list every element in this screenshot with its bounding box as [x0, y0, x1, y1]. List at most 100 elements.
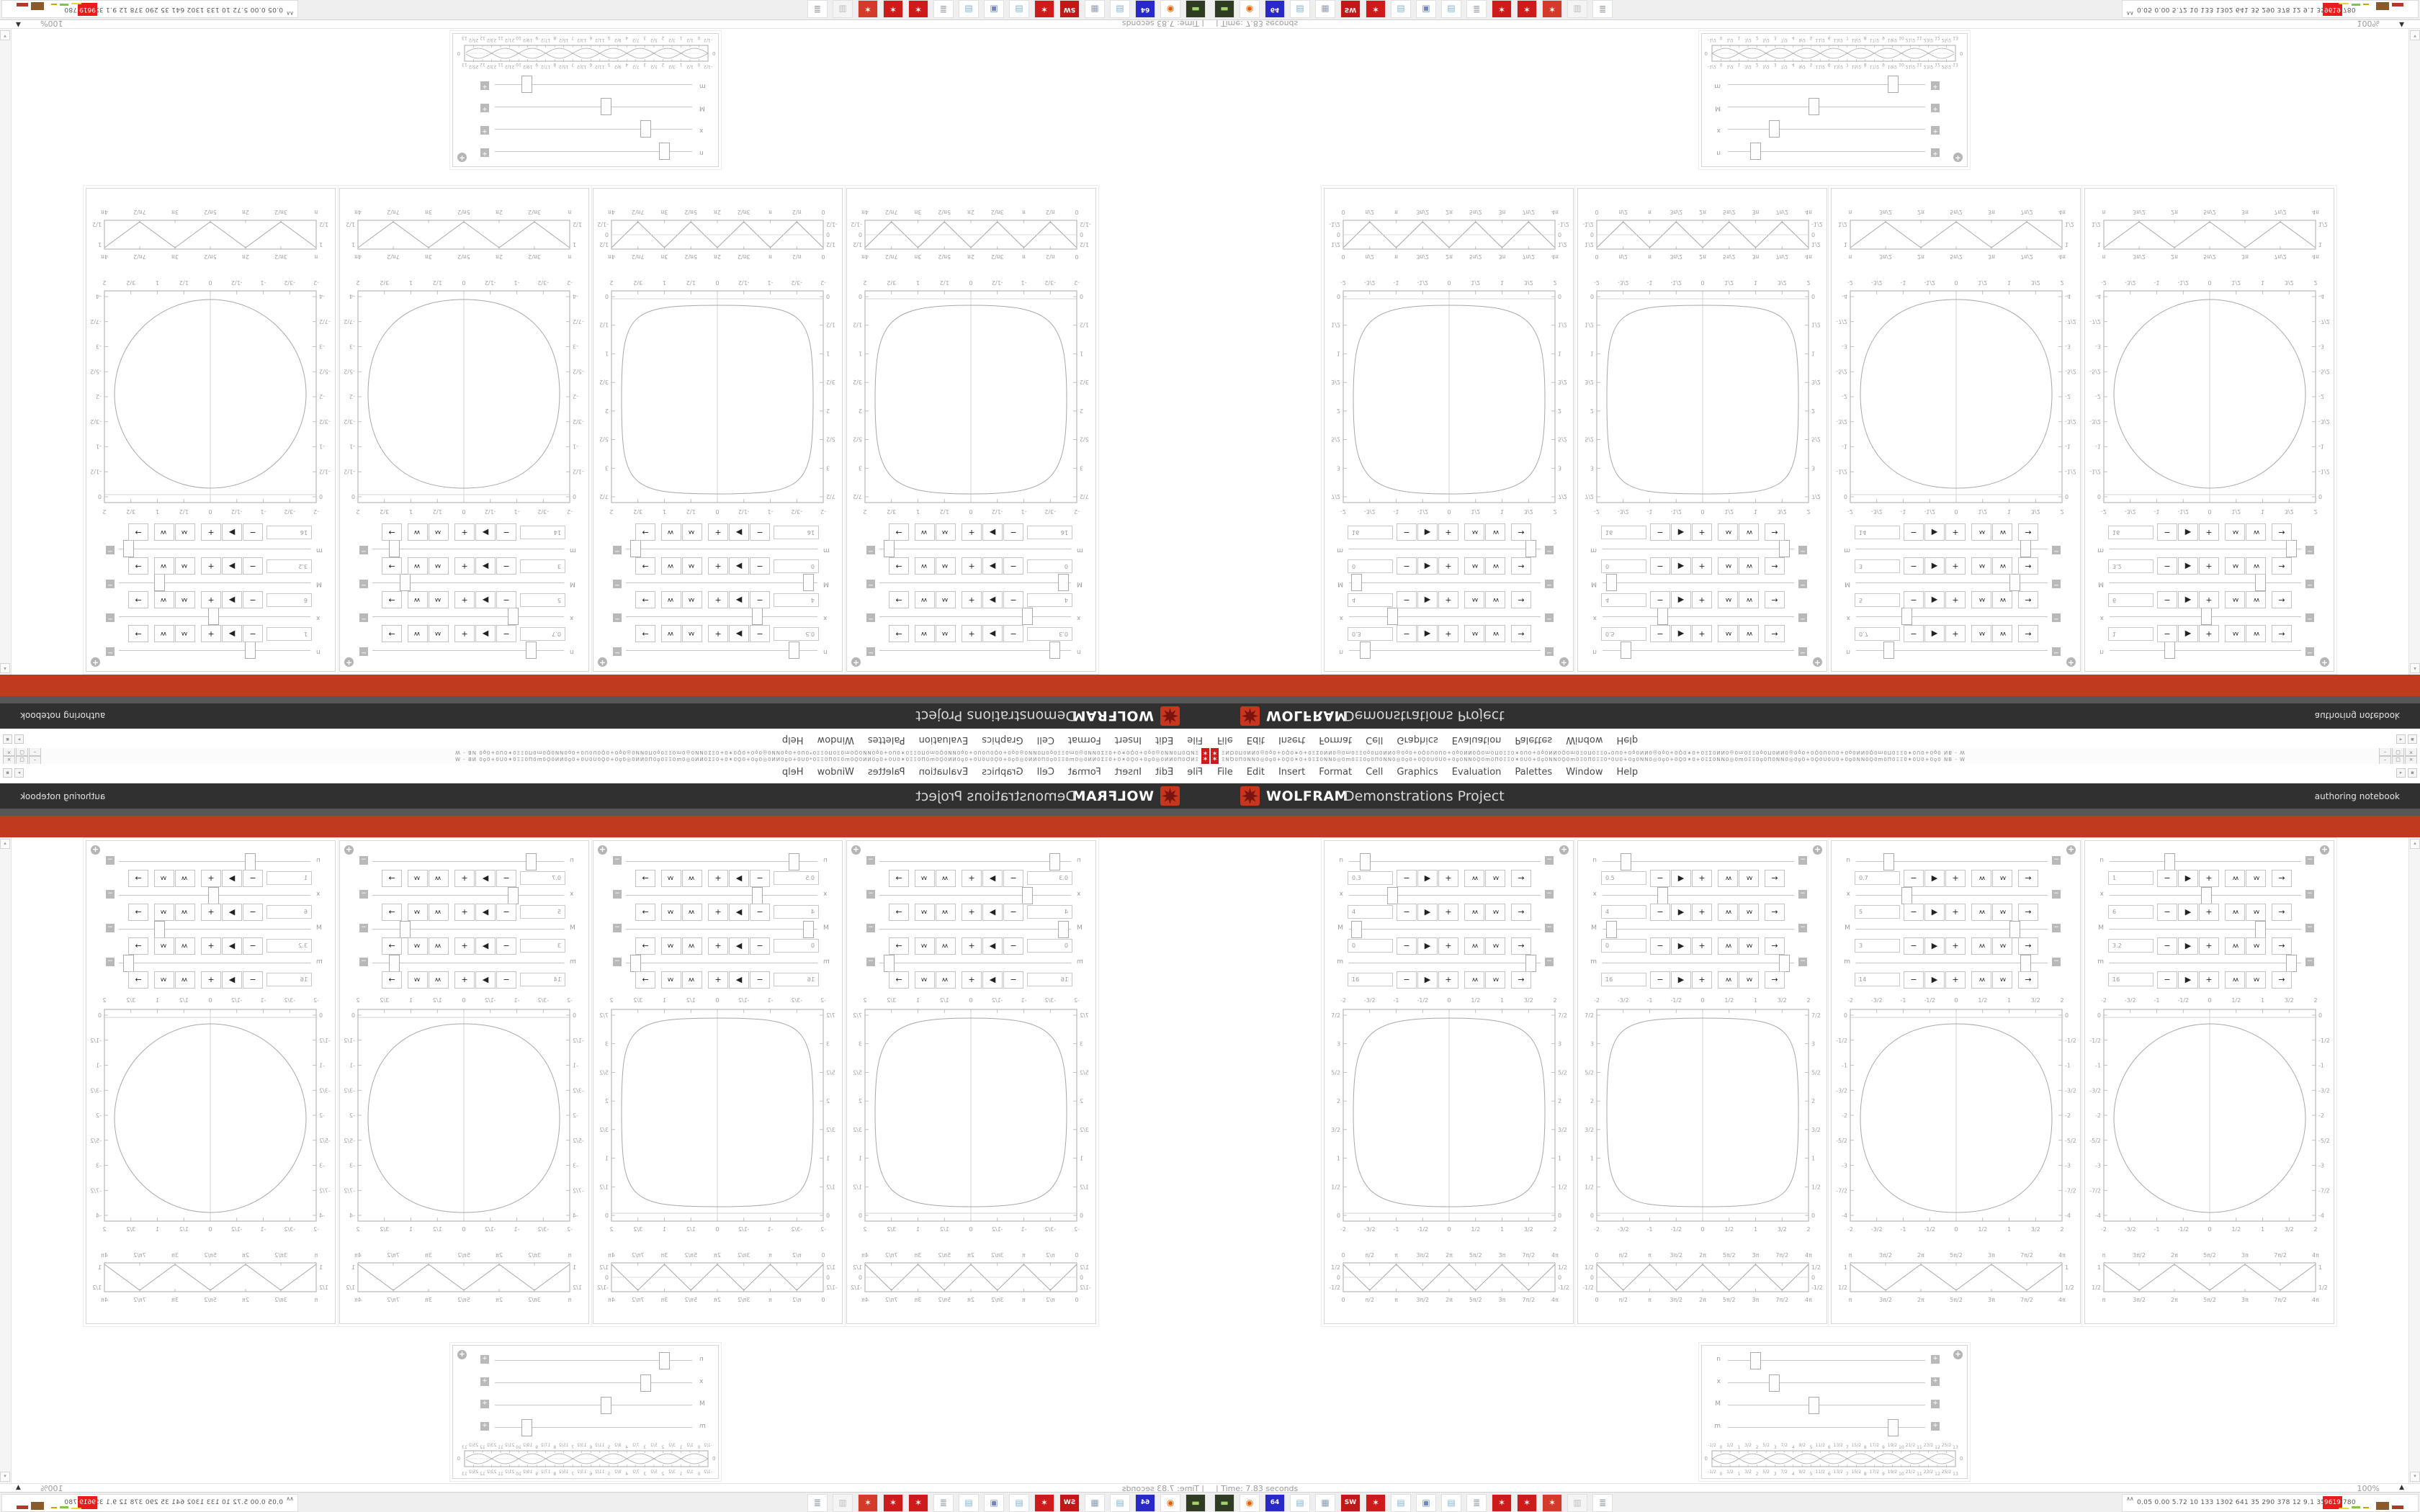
slider-collapse-button[interactable]: −	[2052, 924, 2061, 932]
taskbar-mathematica-spikey-icon[interactable]: ✶	[883, 1494, 903, 1512]
step-up-button[interactable]: +	[2199, 591, 2219, 608]
play-button[interactable]: ▶	[475, 625, 496, 642]
faster-button[interactable]: ∧∧	[936, 625, 956, 642]
slider-value-field[interactable]: 16	[1348, 973, 1393, 986]
zoom-dropdown-caret[interactable]: ▲	[16, 21, 21, 28]
slider-handle[interactable]	[1809, 98, 1820, 115]
play-button[interactable]: ▶	[475, 591, 496, 608]
faster-button[interactable]: ∧∧	[936, 937, 956, 955]
taskbar-scroll-doc-icon[interactable]: ≣	[933, 1494, 954, 1512]
slower-button[interactable]: ∨∨	[154, 591, 174, 608]
step-down-button[interactable]: −	[1003, 870, 1023, 887]
taskbar-window-icon[interactable]: ▣	[984, 0, 1004, 18]
step-down-button[interactable]: −	[1904, 591, 1924, 608]
slider-collapse-button[interactable]: −	[1545, 613, 1554, 622]
taskbar-sw-cube-icon[interactable]: SW	[1340, 0, 1361, 18]
menubar-mini-button[interactable]: ▸	[14, 734, 24, 744]
menu-item-palettes[interactable]: Palettes	[1515, 767, 1553, 778]
faster-button[interactable]: ∧∧	[1464, 904, 1484, 921]
menu-item-graphics[interactable]: Graphics	[1397, 767, 1438, 778]
slider-track[interactable]	[1349, 895, 1541, 896]
taskbar-printer-icon[interactable]: ▥	[1567, 1494, 1587, 1512]
direction-button[interactable]: →	[128, 870, 148, 887]
direction-button[interactable]: →	[635, 523, 655, 541]
slider-track[interactable]	[879, 650, 1071, 651]
slider-value-field[interactable]: 0.5	[774, 871, 819, 885]
play-button[interactable]: ▶	[1924, 523, 1945, 541]
play-button[interactable]: ▶	[982, 937, 1003, 955]
step-up-button[interactable]: +	[1945, 523, 1966, 541]
slider-value-field[interactable]: 0.5	[1601, 627, 1646, 641]
step-down-button[interactable]: −	[496, 870, 516, 887]
manipulate-expand-button[interactable]: +	[598, 845, 607, 855]
step-up-button[interactable]: +	[1945, 937, 1966, 955]
step-up-button[interactable]: +	[708, 523, 728, 541]
faster-button[interactable]: ∧∧	[682, 971, 702, 989]
taskbar-notepad-icon[interactable]: ▤	[1441, 0, 1461, 18]
slider-handle[interactable]	[752, 887, 763, 904]
slider-collapse-button[interactable]: −	[1545, 546, 1554, 554]
play-button[interactable]: ▶	[1671, 557, 1691, 575]
direction-button[interactable]: →	[889, 904, 909, 921]
direction-button[interactable]: →	[2272, 625, 2292, 642]
slider-handle[interactable]	[640, 120, 651, 138]
slider-collapse-button[interactable]: −	[359, 546, 368, 554]
minimize-button[interactable]: –	[29, 748, 41, 756]
step-down-button[interactable]: −	[243, 557, 263, 575]
taskbar-mathematica-spikey-icon[interactable]: ✶	[1034, 0, 1054, 18]
slider-handle[interactable]	[153, 574, 165, 591]
direction-button[interactable]: →	[1511, 591, 1531, 608]
slider-handle[interactable]	[2200, 608, 2212, 625]
step-down-button[interactable]: −	[750, 971, 770, 989]
slider-collapse-button[interactable]: −	[1798, 580, 1807, 588]
menu-item-format[interactable]: Format	[1067, 767, 1101, 778]
manipulate-expand-button[interactable]: +	[457, 153, 467, 163]
menu-item-window[interactable]: Window	[817, 734, 854, 745]
slider-handle[interactable]	[1887, 1419, 1899, 1436]
play-button[interactable]: ▶	[1417, 557, 1438, 575]
step-up-button[interactable]: +	[1945, 625, 1966, 642]
slider-handle[interactable]	[526, 642, 537, 659]
slider-track[interactable]	[879, 895, 1071, 896]
slider-handle[interactable]	[122, 540, 134, 557]
taskbar-drive-icon[interactable]: ▬	[1186, 1494, 1206, 1512]
slider-handle[interactable]	[1621, 642, 1632, 659]
slider-handle[interactable]	[629, 955, 641, 972]
faster-button[interactable]: ∧∧	[429, 904, 449, 921]
step-up-button[interactable]: +	[1692, 870, 1712, 887]
faster-button[interactable]: ∧∧	[936, 904, 956, 921]
slider-collapse-button[interactable]: −	[866, 890, 875, 899]
taskbar-notepad-icon[interactable]: ▤	[959, 0, 979, 18]
play-button[interactable]: ▶	[729, 870, 749, 887]
menu-item-evaluation[interactable]: Evaluation	[918, 734, 969, 745]
slower-button[interactable]: ∨∨	[2246, 870, 2266, 887]
taskbar-mathematica-spikey-icon[interactable]: ✶	[1492, 1494, 1512, 1512]
slider-collapse-button[interactable]: −	[359, 647, 368, 656]
step-up-button[interactable]: +	[962, 591, 982, 608]
slower-button[interactable]: ∨∨	[1485, 591, 1505, 608]
slider-handle[interactable]	[658, 1352, 670, 1369]
slower-button[interactable]: ∨∨	[408, 523, 428, 541]
slider-handle[interactable]	[1779, 955, 1791, 972]
slider-track[interactable]	[119, 929, 310, 930]
menu-item-window[interactable]: Window	[1566, 734, 1603, 745]
slider-collapse-button[interactable]: −	[106, 856, 115, 865]
slider-value-field[interactable]: 3.2	[266, 559, 312, 573]
slider-collapse-button[interactable]: −	[2305, 613, 2314, 622]
slower-button[interactable]: ∨∨	[1992, 937, 2012, 955]
faster-button[interactable]: ∧∧	[2225, 971, 2245, 989]
taskbar-notepad-icon[interactable]: ▤	[1290, 1494, 1310, 1512]
slider-collapse-button[interactable]: −	[106, 958, 115, 966]
slider-collapse-button[interactable]: −	[2052, 580, 2061, 588]
step-down-button[interactable]: −	[243, 971, 263, 989]
step-up-button[interactable]: +	[201, 971, 221, 989]
taskbar-printer-icon[interactable]: ▥	[1567, 0, 1587, 18]
direction-button[interactable]: →	[382, 557, 402, 575]
slider-value-field[interactable]: 0.3	[1348, 871, 1393, 885]
slider-collapse-button[interactable]: −	[613, 580, 622, 588]
step-down-button[interactable]: −	[1397, 591, 1417, 608]
zoom-dropdown-caret[interactable]: ▲	[16, 1484, 21, 1491]
slider-value-field[interactable]: 16	[774, 973, 819, 986]
taskbar-floppy-64-icon[interactable]: 64	[1135, 0, 1155, 18]
taskbar-mathematica-spikey-icon[interactable]: ✶	[1542, 0, 1562, 18]
